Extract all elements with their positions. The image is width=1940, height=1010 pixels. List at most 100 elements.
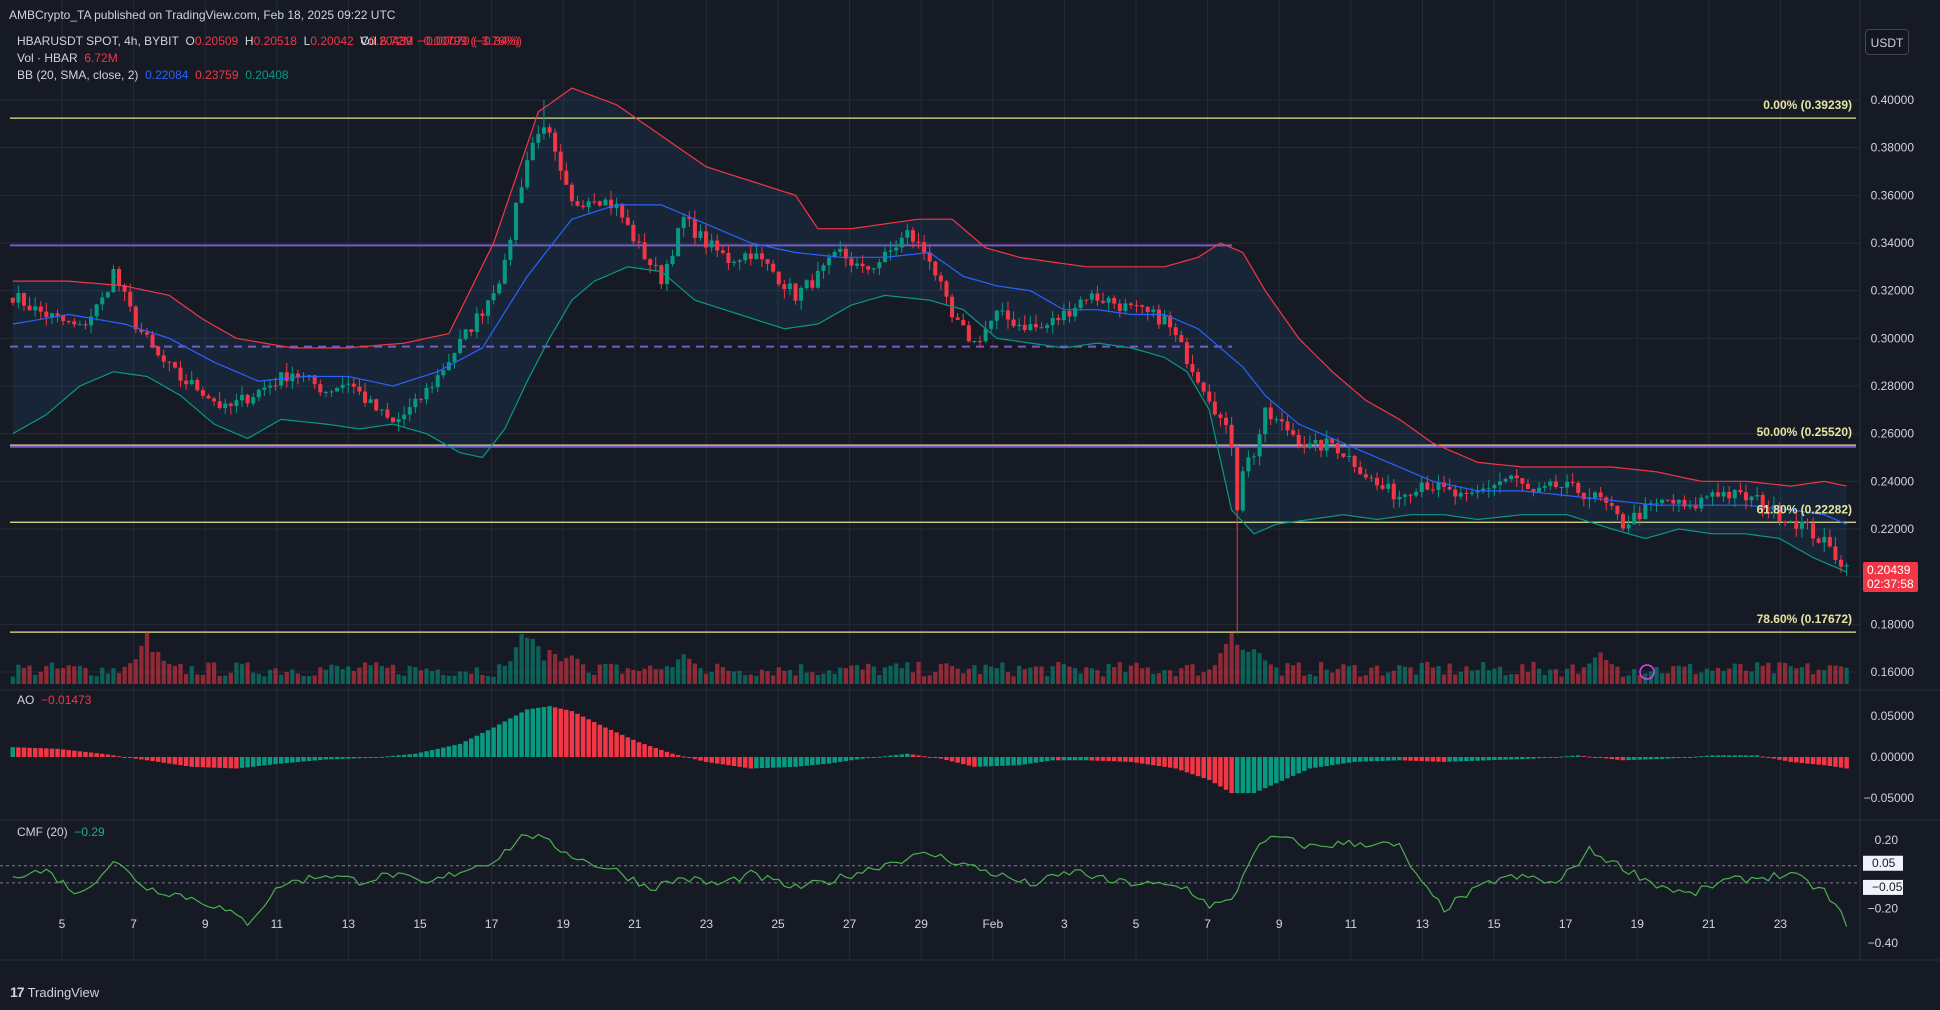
volume-bar — [1587, 663, 1592, 684]
candle-body — [1827, 536, 1832, 547]
candle-body — [441, 370, 446, 376]
symbol-legend[interactable]: HBARUSDT SPOT, 4h, BYBIT O0.20509 H0.205… — [17, 34, 525, 48]
candle-body — [1598, 492, 1603, 498]
candle-body — [553, 132, 558, 152]
candle-body — [664, 264, 669, 285]
volume-bar — [38, 671, 43, 684]
volume-bar — [1682, 666, 1687, 684]
volume-bar — [21, 667, 27, 684]
ao-bar — [983, 757, 988, 767]
volume-bar — [1654, 666, 1659, 684]
ao-bar — [1212, 757, 1218, 784]
ao-bar — [480, 732, 485, 757]
volume-bar — [206, 662, 211, 684]
volume-bar — [228, 672, 233, 684]
ao-bar — [256, 757, 262, 767]
candle-body — [905, 230, 910, 238]
bb-upper-value: 0.23759 — [195, 68, 239, 82]
candle-body — [541, 127, 546, 134]
volume-bar — [1475, 669, 1480, 684]
volume-bar — [301, 675, 306, 684]
cmf-tick-label: −0.05 — [1872, 880, 1903, 894]
volume-bar — [379, 666, 384, 684]
candle-body — [989, 320, 994, 329]
currency-button[interactable]: USDT — [1865, 29, 1909, 55]
ao-bar — [592, 722, 597, 757]
candle-body — [402, 414, 407, 420]
ao-bar — [469, 738, 474, 757]
time-axis[interactable]: 5 7 9 11 13 15 17 19 21 23 25 27 29 Feb 3 5 7 9 11 13 15 17 19… — [59, 917, 1788, 931]
ao-bar — [1357, 757, 1363, 762]
candle-body — [1464, 492, 1469, 494]
volume-legend[interactable]: Vol · HBAR 6.72M — [17, 51, 118, 65]
volume-bar — [1324, 669, 1329, 684]
volume-bar — [77, 665, 83, 684]
candle-body — [256, 389, 261, 398]
candle-body — [832, 251, 837, 258]
close-value: 0.20439 — [369, 34, 413, 48]
axes: 0.40000 0.38000 0.36000 0.34000 0.32000 0.300… — [1639, 93, 1915, 950]
bb-legend[interactable]: BB (20, SMA, close, 2) 0.22084 0.23759 0… — [17, 68, 289, 82]
volume-bar — [1251, 649, 1257, 684]
candle-body — [1162, 315, 1167, 325]
candle-body — [1447, 486, 1452, 490]
price-tick-label: 0.32000 — [1871, 284, 1915, 298]
ao-bar — [1453, 757, 1458, 762]
ao-bar — [418, 752, 424, 757]
ao-bar — [183, 757, 189, 767]
volume-bar — [1201, 672, 1206, 684]
candle-body — [486, 300, 491, 316]
ao-bar — [631, 739, 636, 757]
time-tick-label: 21 — [628, 917, 642, 931]
volume-bar — [1089, 668, 1094, 684]
ao-legend[interactable]: AO −0.01473 — [17, 693, 91, 707]
ao-bar — [547, 706, 552, 757]
volume-bar — [1402, 666, 1408, 684]
volume-bar — [1425, 661, 1430, 684]
ao-bar — [770, 757, 776, 768]
ao-bar — [60, 749, 66, 757]
volume-bar — [273, 668, 278, 684]
time-tick-label: 13 — [1416, 917, 1430, 931]
candle-body — [1643, 503, 1648, 520]
ao-bar — [843, 757, 849, 762]
volume-change-legend: Vol 6.72M −0.00799 (−3.76%) — [360, 34, 519, 48]
ao-bar — [1525, 757, 1531, 759]
candle-body — [1430, 489, 1435, 491]
candle-body — [1531, 488, 1536, 493]
candle-body — [189, 379, 194, 385]
ao-bar — [122, 757, 127, 758]
volume-bar — [1727, 668, 1732, 684]
volume-bar — [1637, 675, 1642, 684]
volume-bar — [1128, 665, 1134, 684]
volume-bar — [1755, 662, 1760, 684]
ao-bar — [457, 743, 463, 757]
footer-brand[interactable]: 17 TradingView — [10, 984, 99, 1000]
candle-body — [994, 310, 999, 321]
ao-bar — [698, 757, 703, 761]
ao-bar — [558, 708, 563, 757]
ao-bar — [921, 756, 927, 758]
ao-bar — [139, 757, 144, 760]
volume-bar — [1290, 665, 1296, 684]
volume-bar — [200, 674, 206, 684]
candle-body — [413, 398, 418, 408]
candle-body — [1408, 494, 1413, 496]
ao-bar — [787, 757, 793, 768]
volume-bar — [1050, 666, 1055, 684]
ao-bar — [16, 747, 21, 757]
candle-body — [491, 293, 496, 301]
cmf-legend[interactable]: CMF (20) −0.29 — [17, 825, 105, 839]
candle-body — [312, 375, 317, 385]
volume-bar — [1167, 670, 1173, 684]
volume-bar — [726, 670, 731, 684]
volume-bar — [636, 671, 642, 684]
ao-bar — [955, 757, 960, 763]
volume-bar — [1699, 672, 1704, 684]
open-value: 0.20509 — [194, 34, 239, 48]
ao-bar — [351, 757, 357, 759]
volume-bar — [910, 672, 916, 684]
volume-bar — [1548, 669, 1553, 684]
ao-bar — [435, 748, 440, 757]
